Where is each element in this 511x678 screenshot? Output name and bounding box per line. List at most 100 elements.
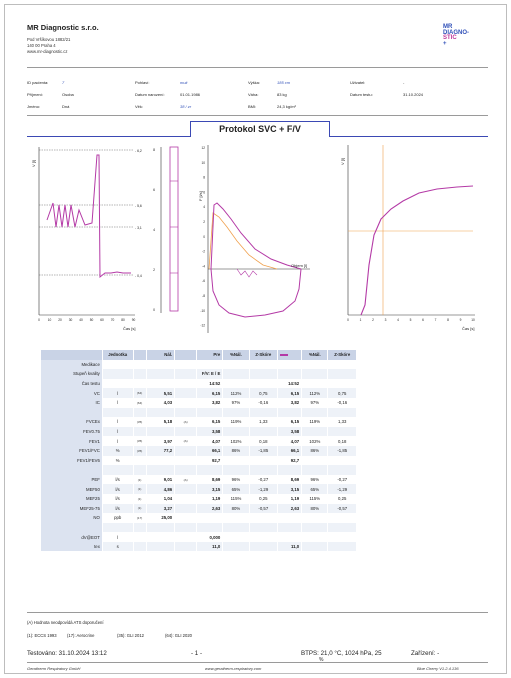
row-predicted [146, 378, 176, 389]
fv-y-tick: -6 [202, 279, 205, 283]
header-ref [133, 350, 147, 360]
patient-value: Osoba [62, 92, 74, 97]
row-ref [133, 359, 147, 370]
fv-y-tick: -2 [202, 250, 205, 254]
logo-line-4: + [443, 40, 447, 47]
row-z-score-post: 0,75 [327, 388, 357, 398]
row-z-score [249, 455, 279, 466]
scale-bar-frame [169, 146, 179, 312]
svc-tick-0-4: - 0,4 [135, 274, 142, 278]
fv-marker-curve [236, 268, 258, 278]
row-pre: 8,69 [196, 474, 224, 485]
row-predicted [146, 541, 176, 552]
header-z-score: Z-Skóre [249, 350, 279, 360]
table-row [41, 465, 357, 475]
row-z-score-post [327, 426, 357, 437]
patient-divider [27, 115, 488, 116]
row-unit: l/s [102, 484, 134, 494]
header-z-score-post: Z-Skóre [327, 350, 357, 360]
patient-value: - [403, 80, 405, 85]
row-z-score-post: -0,27 [327, 474, 357, 485]
row-pre: 4,07 [196, 436, 224, 446]
row-unit: l [102, 388, 134, 398]
row-pct-pred [222, 359, 250, 370]
reference-4: (64): GLI 2020 [165, 633, 193, 638]
row-post: 66,1 [277, 445, 303, 456]
row-flag [174, 532, 198, 542]
row-unit: l/s [102, 493, 134, 504]
row-z-score: -1,85 [249, 445, 279, 456]
row-post: 11,0 [277, 541, 303, 552]
row-flag: (A) [174, 474, 198, 485]
header-divider [27, 67, 488, 68]
row-ref [133, 407, 147, 418]
row-post: 3,15 [277, 484, 303, 494]
fv-y-tick: 12 [201, 146, 205, 150]
reference-3: (35): GLI 2012 [117, 633, 145, 638]
patient-label: ID pacienta: [27, 80, 49, 85]
row-z-score-post [327, 541, 357, 552]
row-ref [133, 532, 147, 542]
fv-x-label: Objem [l] [291, 263, 307, 268]
fv-y-tick: 8 [203, 176, 205, 180]
row-ref [133, 465, 147, 475]
row-pct-pred-post: 96% [301, 474, 329, 485]
fv-measured-expiration [210, 202, 302, 270]
row-pct-pred-post [301, 426, 329, 437]
row-pct-pred-post: 65% [301, 484, 329, 494]
row-z-score [249, 513, 279, 523]
row-pct-pred [222, 378, 250, 389]
row-z-score: 1,33 [249, 417, 279, 427]
header-name [41, 350, 103, 360]
row-pct-pred [222, 522, 250, 533]
row-z-score-post [327, 532, 357, 542]
row-z-score-post [327, 455, 357, 466]
vt-x-tick: 3 [385, 318, 387, 322]
row-pct-pred: 102% [222, 436, 250, 446]
protocol-title: Protokol SVC + F/V [190, 121, 330, 137]
footer-divider [27, 662, 488, 663]
row-z-score: 0,18 [249, 436, 279, 446]
fv-y-tick: -4 [202, 264, 205, 268]
row-z-score [249, 378, 279, 389]
row-z-score [249, 426, 279, 437]
vt-x-tick: 9 [460, 318, 462, 322]
row-pct-pred-post: 86% [301, 445, 329, 456]
row-pct-pred-post [301, 455, 329, 466]
vt-x-tick: 10 [471, 318, 475, 322]
row-z-score [249, 522, 279, 533]
row-ref: (1) [133, 484, 147, 494]
row-predicted [146, 369, 176, 379]
scale-tick-4: 4 [153, 228, 155, 232]
fv-y-ticks: 12 10 8 6 4 2 0 -2 -4 -6 -8 -10 -12 [200, 146, 205, 328]
reference-2: (17): Aerocrine [67, 633, 95, 638]
row-name: IC [41, 397, 103, 408]
table-row: MEF25-75 l/s (1) 3,27 2,63 80% -0,57 2,63 80% -0,… [41, 503, 357, 514]
row-pre: 6,15 [196, 388, 224, 398]
row-flag [174, 513, 198, 523]
header-pct-pred-post: %Nál. [301, 350, 329, 360]
row-post: 92,7 [277, 455, 303, 466]
row-pct-pred: 96% [222, 474, 250, 485]
row-unit: s [102, 541, 134, 552]
row-name: MEF50 [41, 484, 103, 494]
row-ref: (64) [133, 388, 147, 398]
row-pre: 3,15 [196, 484, 224, 494]
fv-y-tick: 4 [203, 205, 205, 209]
row-name: FEV1 [41, 436, 103, 446]
row-unit [102, 407, 134, 418]
row-z-score-post [327, 513, 357, 523]
vt-x-tick: 5 [410, 318, 412, 322]
row-flag [174, 388, 198, 398]
row-pct-pred: 65% [222, 484, 250, 494]
row-pct-pred: 119% [222, 417, 250, 427]
row-z-score: -0,16 [249, 397, 279, 408]
table-row: PEF l/s (1) 9,01 (A) 8,69 96% -0,27 8,69 96% -0,27 [41, 474, 357, 485]
btps-humidity-unit: % [319, 657, 324, 663]
svc-curve [46, 154, 131, 279]
row-name: Stupeň kvality [41, 369, 103, 379]
row-unit: % [102, 445, 134, 456]
tested-timestamp: Testováno: 31.10.2024 13:12 [27, 650, 107, 657]
logo-line-1: MR [443, 24, 453, 30]
row-z-score-post: 0,25 [327, 493, 357, 504]
